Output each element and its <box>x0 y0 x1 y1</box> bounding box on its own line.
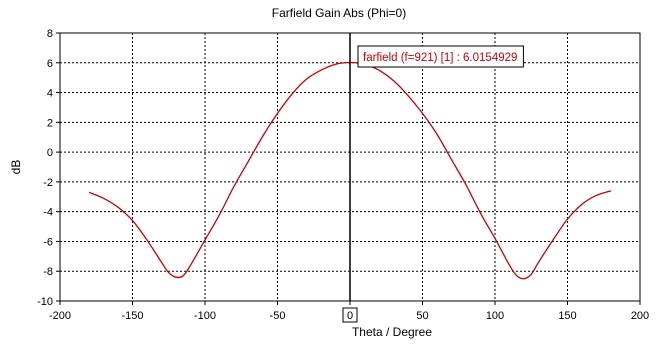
y-tick-label: 4 <box>47 88 53 100</box>
y-tick-label: -2 <box>43 177 53 189</box>
marker-readout: farfield (f=921) [1] : 6.0154929 <box>357 45 524 68</box>
y-tick-label: -8 <box>43 266 53 278</box>
chart-title: Farfield Gain Abs (Phi=0) <box>272 6 406 20</box>
y-tick-label: -10 <box>37 296 53 308</box>
x-tick-label: 200 <box>631 310 649 322</box>
y-tick-label: 6 <box>47 58 53 70</box>
y-axis-ticks: -10 -8 -6 -4 -2 0 2 4 6 8 <box>37 28 60 308</box>
x-axis-ticks: -200 -150 -100 -50 50 100 150 200 <box>49 301 649 322</box>
marker-cursor-tag-text: 0 <box>347 310 353 322</box>
x-tick-label: -200 <box>49 310 71 322</box>
x-tick-label: 50 <box>416 310 428 322</box>
x-tick-label: -150 <box>121 310 143 322</box>
marker-cursor-tag[interactable]: 0 <box>342 307 358 323</box>
y-tick-label: -6 <box>43 236 53 248</box>
y-tick-label: 0 <box>47 147 53 159</box>
y-tick-label: -4 <box>43 207 53 219</box>
x-tick-label: 100 <box>486 310 504 322</box>
x-axis-label: Theta / Degree <box>352 325 432 339</box>
y-tick-label: 8 <box>47 28 53 40</box>
x-tick-label: -50 <box>270 310 286 322</box>
marker-readout-text: farfield (f=921) [1] : 6.0154929 <box>363 52 517 64</box>
x-tick-label: 150 <box>558 310 576 322</box>
x-tick-label: -100 <box>194 310 216 322</box>
y-axis-label: dB <box>9 160 23 175</box>
y-tick-label: 2 <box>47 117 53 129</box>
